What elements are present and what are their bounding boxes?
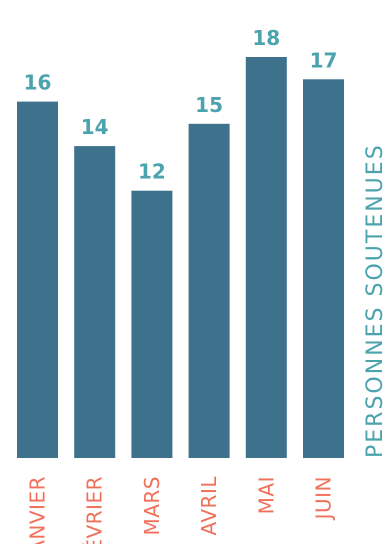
bar-mai <box>245 57 287 458</box>
bar-février <box>74 146 116 458</box>
value-label-mars: 12 <box>138 160 166 184</box>
bars-layer <box>17 57 344 459</box>
bar-avril <box>188 123 230 459</box>
category-label-mars: MARS <box>140 476 164 536</box>
category-label-mai: MAI <box>254 476 278 514</box>
value-labels-layer: 16 14 12 15 18 17 <box>24 26 338 184</box>
y-axis-label: PERSONNES SOUTENUES <box>363 143 388 458</box>
category-label-juin: JUIN <box>312 476 336 521</box>
bar-juin <box>303 79 344 459</box>
bar-janvier <box>17 101 58 458</box>
value-label-mai: 18 <box>252 26 280 50</box>
category-label-janvier: JANVIER <box>26 476 50 544</box>
value-label-février: 14 <box>81 115 109 139</box>
category-labels-layer: JANVIER FÉVRIER MARS AVRIL MAI JUIN <box>26 476 336 544</box>
value-label-avril: 15 <box>195 93 223 117</box>
value-label-juin: 17 <box>310 48 338 72</box>
category-label-avril: AVRIL <box>197 476 221 536</box>
category-label-février: FÉVRIER <box>83 476 107 544</box>
bar-mars <box>131 190 173 458</box>
value-label-janvier: 16 <box>24 71 52 95</box>
